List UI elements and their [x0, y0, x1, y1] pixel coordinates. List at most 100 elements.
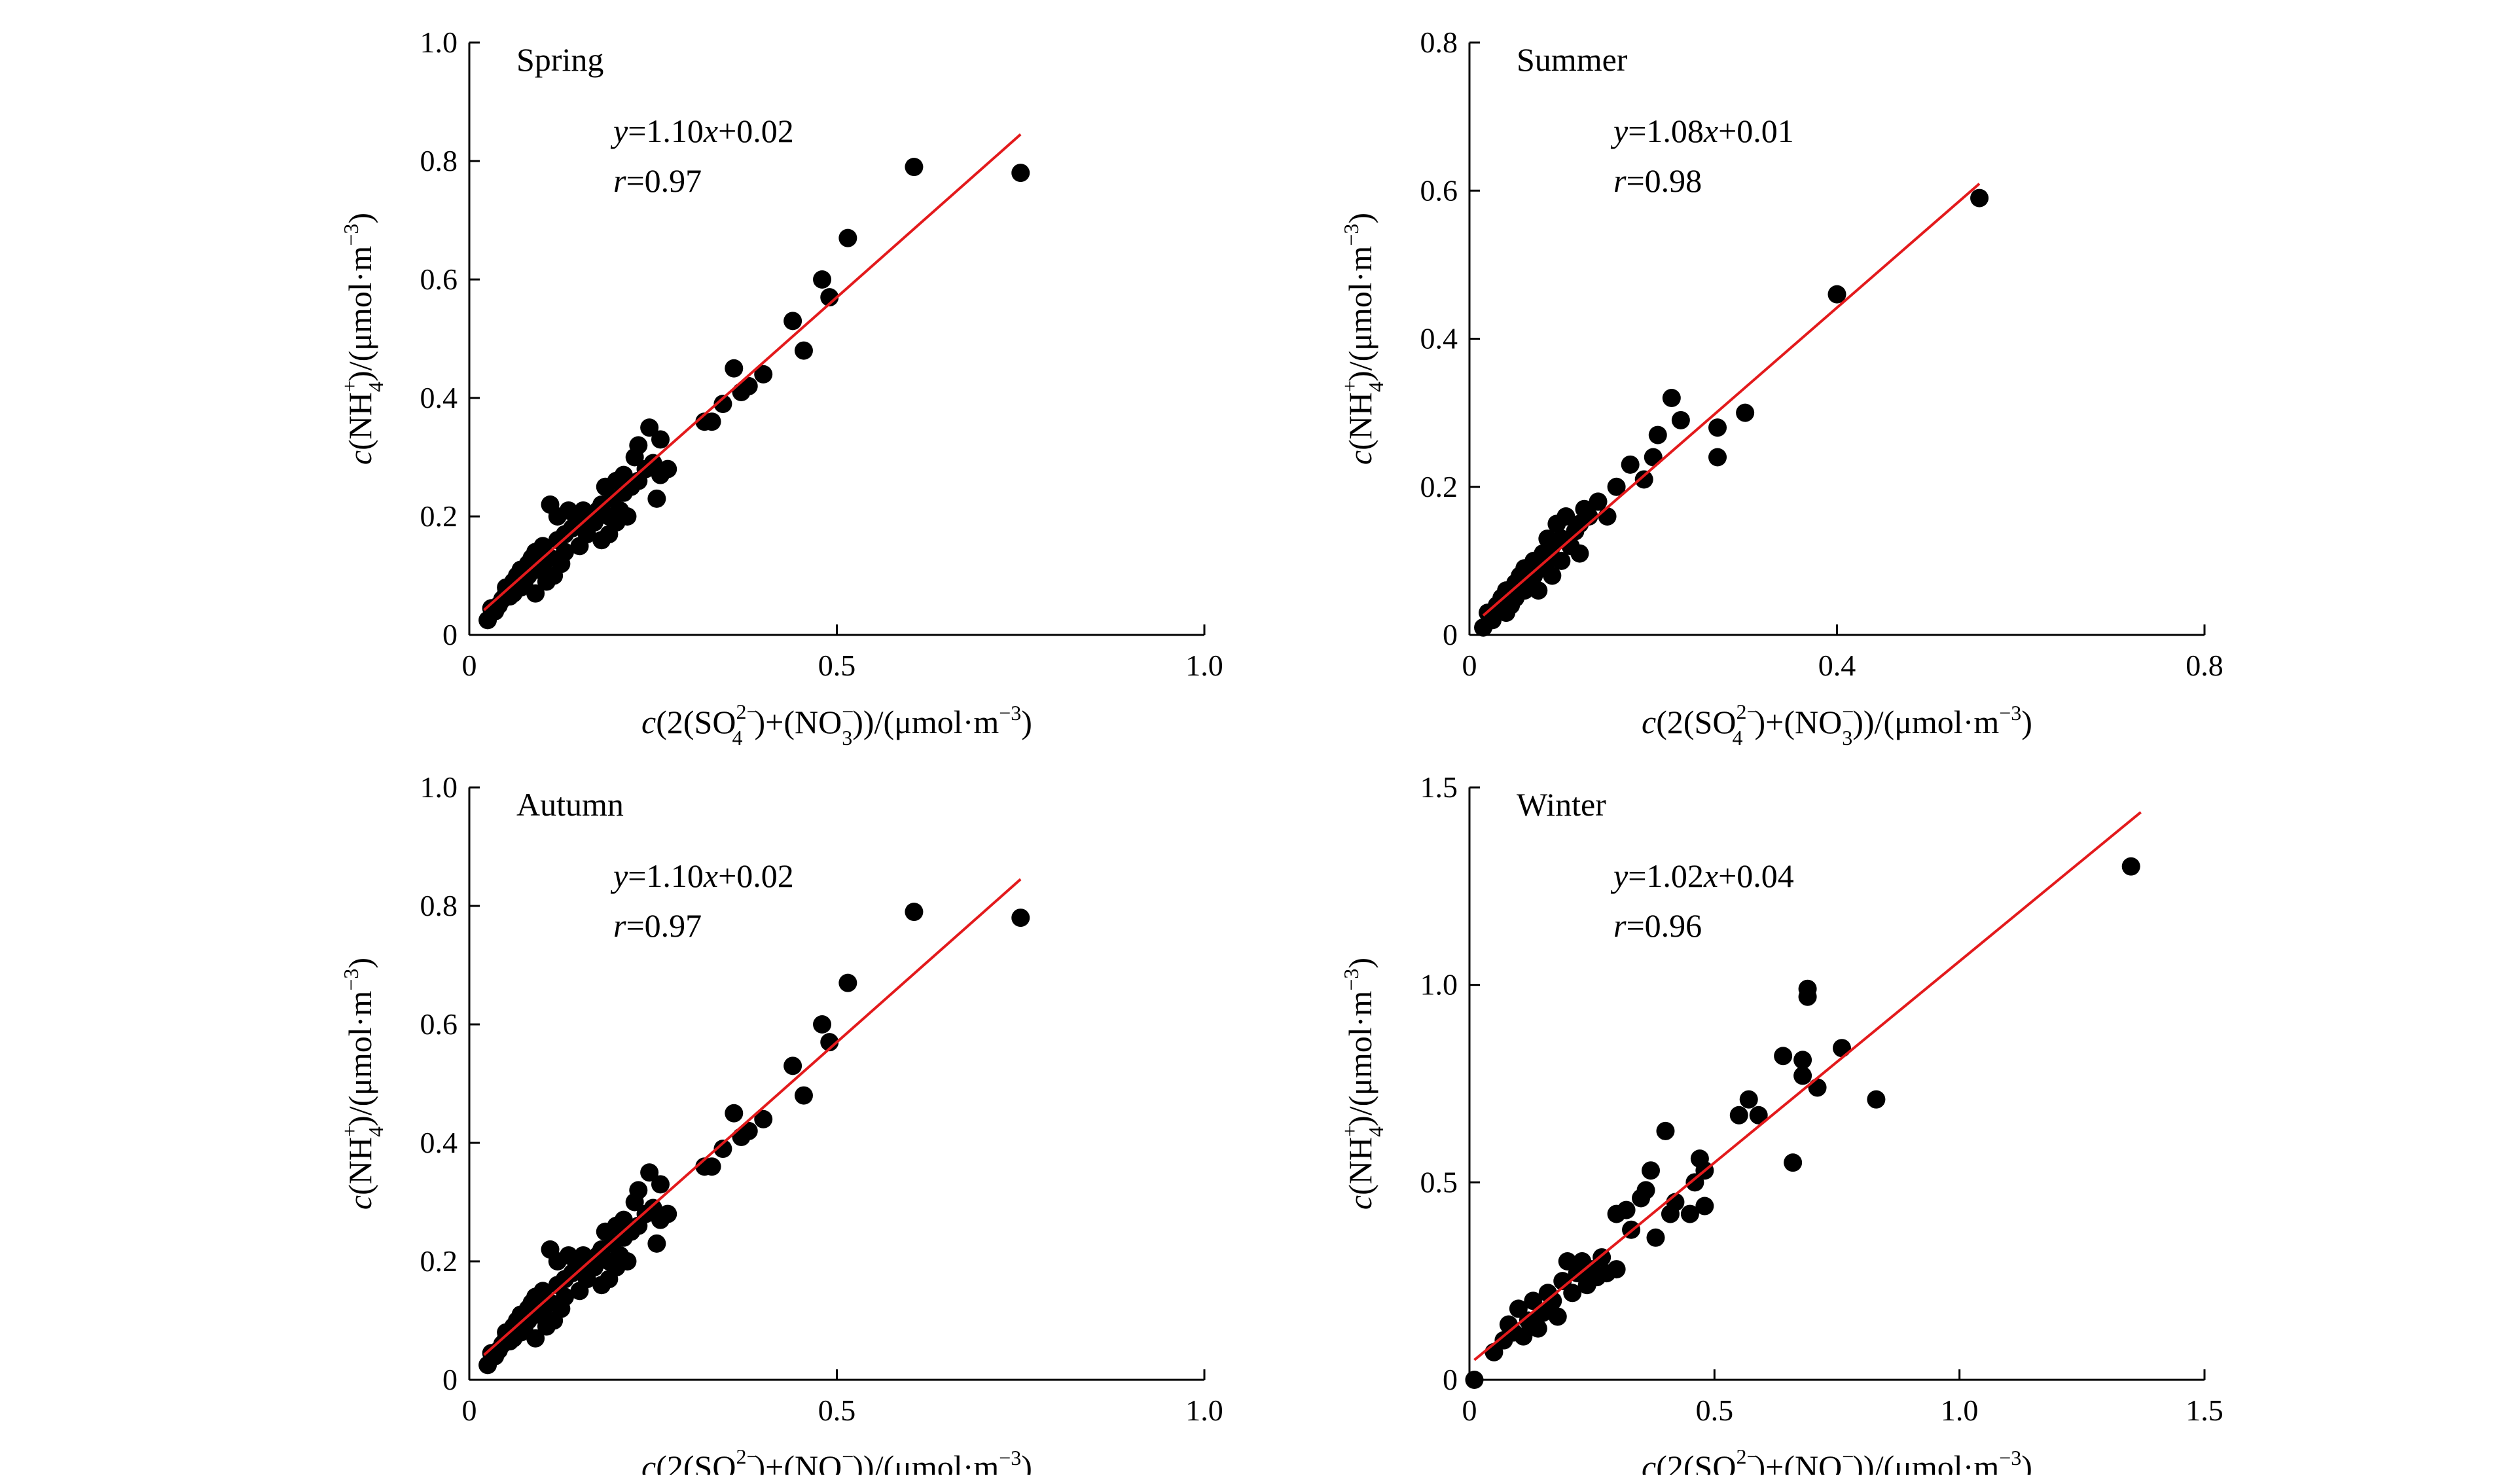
data-point	[647, 489, 666, 508]
data-point	[1970, 189, 1989, 207]
scatter-panel-autumn: 0 0.2 0.4 0.6 0.8 1.0 0 0.5 1.0 Autumn y=1.10x+0.0…	[338, 770, 1223, 1478]
x-tick-label: 0.5	[818, 1394, 856, 1427]
data-point	[1708, 418, 1727, 437]
data-point	[702, 1157, 721, 1176]
regression-equation: y=1.08x+0.01	[1610, 113, 1794, 149]
data-point	[640, 418, 659, 437]
data-point	[1634, 470, 1653, 489]
data-point	[725, 359, 744, 378]
x-tick-label: 0.5	[1696, 1394, 1734, 1427]
data-point	[1736, 403, 1755, 422]
data-point	[1607, 1260, 1626, 1279]
data-point	[1749, 1106, 1768, 1125]
regression-line	[1473, 811, 2142, 1361]
data-point	[1729, 1106, 1748, 1125]
data-point	[1793, 1051, 1812, 1070]
data-point	[739, 1121, 758, 1140]
data-point	[555, 1288, 574, 1307]
data-point	[1636, 1181, 1655, 1200]
data-point	[1827, 285, 1846, 304]
data-point	[1543, 566, 1562, 585]
y-tick-label: 0.4	[420, 381, 458, 414]
data-point	[1607, 477, 1626, 496]
data-point	[1528, 1319, 1547, 1338]
data-point	[1617, 1200, 1636, 1219]
y-tick-label: 0.8	[1420, 26, 1458, 59]
y-tick-label: 0.4	[420, 1126, 458, 1159]
data-point	[1598, 507, 1617, 526]
data-point	[1557, 507, 1575, 526]
y-axis-title: c(NH+ 4)/(μmol·m−3)	[338, 958, 387, 1210]
data-point	[1644, 448, 1663, 467]
data-point	[794, 341, 813, 360]
x-axis-title: c(2(SO2−4)+(NO−3))/(μmol·m−3)	[641, 700, 1032, 749]
y-axis-title: c(NH+ 4)/(μmol·m−3)	[338, 213, 387, 465]
y-tick-label: 0.2	[420, 1244, 458, 1278]
x-axis-title: c(2(SO2−4)+(NO−3))/(μmol·m−3)	[1642, 700, 2032, 749]
data-point	[813, 270, 832, 289]
y-tick-label: 0	[442, 618, 458, 651]
data-point	[1739, 1090, 1758, 1109]
panel-title: Winter	[1517, 786, 1606, 823]
data-point	[813, 1015, 832, 1034]
x-tick-label: 0	[1462, 649, 1477, 682]
data-point	[555, 543, 574, 562]
regression-equation: y=1.02x+0.04	[1610, 857, 1794, 894]
data-point	[647, 1234, 666, 1253]
data-point	[905, 903, 924, 922]
data-point	[1671, 410, 1690, 429]
data-point	[739, 376, 758, 395]
y-tick-label: 0.6	[420, 1007, 458, 1041]
data-point	[725, 1104, 744, 1123]
data-point	[1589, 492, 1608, 511]
x-tick-label: 0	[462, 649, 477, 682]
y-tick-label: 1.0	[420, 770, 458, 804]
data-point	[1543, 1291, 1562, 1310]
x-axis-title: c(2(SO2−4)+(NO−3))/(μmol·m−3)	[641, 1445, 1032, 1475]
data-point	[1552, 551, 1571, 570]
data-point	[651, 1175, 670, 1194]
correlation-coefficient: r=0.98	[1613, 162, 1702, 199]
x-tick-label: 0.5	[818, 649, 856, 682]
y-tick-label: 0	[442, 1363, 458, 1396]
x-tick-label: 0	[462, 1394, 477, 1427]
data-point	[820, 1033, 839, 1052]
data-point	[794, 1086, 813, 1105]
data-point	[1529, 581, 1548, 600]
data-point	[526, 584, 545, 603]
data-point	[658, 1204, 677, 1223]
data-point	[629, 436, 648, 455]
y-tick-label: 0.5	[1420, 1165, 1458, 1199]
panel-title: Autumn	[516, 786, 624, 823]
y-tick-label: 1.0	[1420, 968, 1458, 1001]
scatter-panel-summer: 0 0.2 0.4 0.6 0.8 0 0.4 0.8 Summer y=1.08x+0.01 r=…	[1338, 26, 2223, 749]
data-point	[1642, 1161, 1661, 1180]
data-point	[1708, 448, 1727, 467]
y-tick-label: 0.2	[420, 499, 458, 533]
data-point	[713, 395, 732, 414]
regression-line	[483, 878, 1022, 1356]
data-point	[905, 158, 924, 177]
regression-equation: y=1.10x+0.02	[610, 113, 794, 149]
data-point	[640, 1163, 659, 1182]
data-point	[1793, 1066, 1812, 1085]
data-point	[1784, 1153, 1803, 1172]
data-point	[658, 460, 677, 478]
x-tick-label: 0.4	[1818, 649, 1856, 682]
correlation-coefficient: r=0.96	[1613, 907, 1702, 944]
data-point	[651, 430, 670, 449]
x-tick-label: 0	[1462, 1394, 1477, 1427]
x-tick-label: 1.0	[1185, 1394, 1223, 1427]
data-point	[1563, 1284, 1582, 1303]
data-point	[702, 412, 721, 431]
data-point	[1646, 1228, 1665, 1247]
data-point	[1465, 1371, 1484, 1389]
x-tick-label: 1.5	[2186, 1394, 2223, 1427]
y-tick-label: 0.8	[420, 144, 458, 177]
data-point	[629, 1181, 648, 1200]
data-point	[820, 288, 839, 307]
y-tick-label: 0.6	[1420, 173, 1458, 207]
data-point	[1867, 1090, 1886, 1109]
correlation-coefficient: r=0.97	[613, 907, 702, 944]
